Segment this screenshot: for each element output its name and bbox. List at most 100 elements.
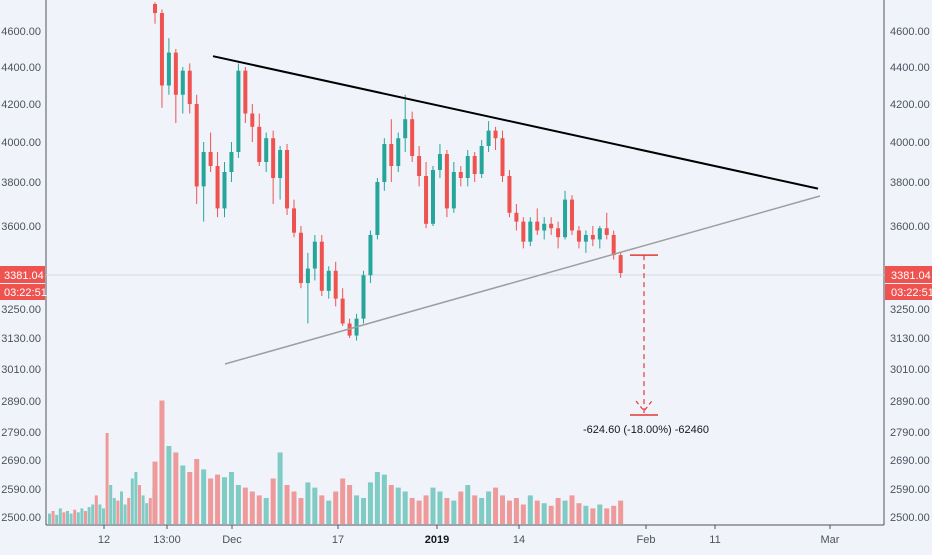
- upper-trendline[interactable]: [212, 55, 819, 190]
- candle-body: [563, 199, 568, 238]
- candle: [243, 67, 248, 123]
- volume-bar: [116, 500, 120, 524]
- price-tick-label-left: 4600.00: [1, 26, 41, 38]
- volume-bar: [256, 495, 262, 524]
- candle: [583, 230, 588, 253]
- last-price-value-right: 3381.04: [891, 270, 931, 282]
- candle: [271, 130, 276, 204]
- candle-body: [173, 52, 178, 95]
- candle-body: [556, 228, 561, 238]
- candle-body: [424, 176, 429, 224]
- volume-bar: [263, 498, 269, 524]
- candle-body: [236, 70, 241, 152]
- price-tick-label-right: 4200.00: [890, 99, 930, 111]
- candle: [194, 94, 199, 204]
- time-tick-label: 17: [332, 534, 344, 546]
- candle: [451, 162, 456, 213]
- candle: [166, 38, 171, 95]
- measure-label: -624.60 (-18.00%) -62460: [583, 424, 709, 436]
- candle: [173, 49, 178, 123]
- volume-bar: [58, 508, 62, 524]
- candle-body: [285, 150, 290, 209]
- last-price-value-left: 3381.04: [4, 270, 44, 282]
- volume-bar: [298, 498, 304, 524]
- volume-bar: [506, 500, 512, 524]
- volume-bar: [48, 513, 51, 524]
- candle: [604, 212, 609, 240]
- volume-bar: [472, 495, 478, 524]
- volume-bar: [354, 495, 360, 524]
- candle-body: [257, 126, 262, 162]
- candle: [486, 121, 491, 152]
- price-tick-label-right: 4000.00: [890, 137, 930, 149]
- candle-body: [458, 172, 463, 178]
- volume-bar: [527, 495, 533, 524]
- price-tick-label-left: 4000.00: [1, 137, 41, 149]
- candle-body: [264, 138, 269, 162]
- candle-body: [229, 152, 234, 172]
- candle-body: [431, 170, 435, 224]
- candle-body: [611, 234, 616, 256]
- candle: [479, 140, 484, 178]
- volume-bar: [500, 495, 505, 524]
- volume-bar: [583, 505, 589, 524]
- volume-bar: [312, 487, 318, 524]
- volume-bar: [611, 505, 617, 524]
- volume-bar: [194, 459, 200, 524]
- volume-bar: [208, 478, 214, 524]
- lower-trendline[interactable]: [224, 195, 821, 365]
- candle: [361, 270, 366, 324]
- countdown-value-left: 03:22:51: [4, 287, 47, 299]
- price-tick-label-left: 3800.00: [1, 177, 41, 189]
- candle: [535, 208, 540, 235]
- candle: [563, 190, 568, 240]
- candle: [208, 132, 213, 172]
- candle: [215, 152, 220, 218]
- candle-body: [583, 234, 588, 242]
- candle-body: [298, 232, 303, 284]
- candle-body: [403, 119, 408, 139]
- candle-body: [437, 154, 442, 170]
- volume-bar: [562, 500, 568, 524]
- price-tick-label-right: 2590.00: [890, 484, 930, 496]
- volume-bar: [381, 474, 387, 524]
- volume-bar: [340, 478, 346, 524]
- candle-body: [500, 138, 505, 176]
- candle-body: [187, 70, 192, 104]
- candle-body: [597, 228, 602, 240]
- candle: [521, 217, 526, 249]
- price-tick-label-right: 3010.00: [890, 364, 930, 376]
- volume-bar: [123, 504, 127, 524]
- volume-bar: [374, 472, 380, 524]
- price-tick-label-left: 2890.00: [1, 396, 41, 408]
- candle: [326, 266, 331, 299]
- volume-bar: [270, 478, 276, 524]
- candle: [549, 217, 554, 235]
- volume-bar: [618, 500, 624, 524]
- volume-bar: [66, 511, 69, 524]
- volume-bar: [148, 498, 152, 524]
- candle: [312, 234, 317, 281]
- candle: [507, 170, 512, 218]
- volume-bar: [127, 498, 131, 524]
- candle: [556, 221, 561, 249]
- volume-bar: [80, 508, 84, 524]
- candle: [542, 217, 547, 240]
- candle: [389, 119, 394, 182]
- candle: [472, 152, 477, 182]
- volume-bar: [465, 485, 471, 524]
- candle: [410, 111, 415, 162]
- time-tick-label: 12: [98, 534, 110, 546]
- candle-body: [549, 223, 554, 229]
- candle: [465, 150, 470, 187]
- time-tick-label: Feb: [637, 534, 656, 546]
- volume-bar: [62, 512, 66, 524]
- volume-bar: [222, 477, 227, 524]
- volume-bar: [187, 472, 193, 524]
- candle-body: [292, 208, 296, 233]
- candle-body: [451, 172, 456, 209]
- candle-body: [570, 199, 574, 231]
- volume-bar: [69, 513, 73, 524]
